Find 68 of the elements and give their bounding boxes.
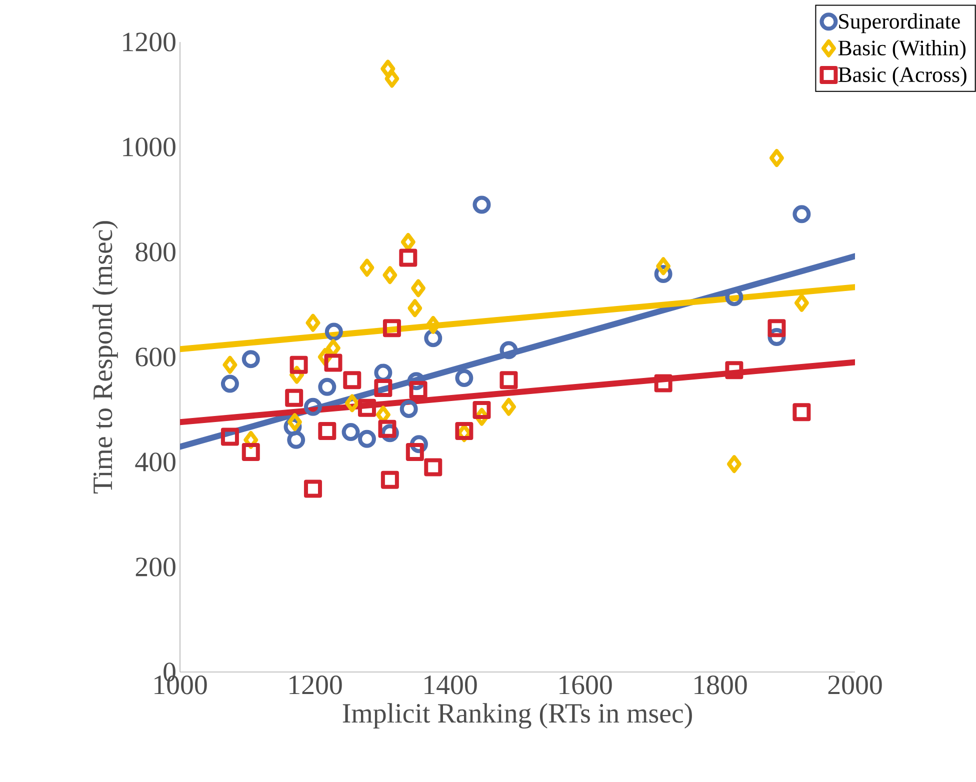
- point: [768, 319, 786, 338]
- point: [358, 430, 376, 448]
- point: [380, 60, 396, 78]
- point: [654, 374, 672, 392]
- point: [304, 480, 322, 498]
- point: [726, 455, 742, 474]
- point: [318, 378, 336, 396]
- point: [318, 422, 336, 440]
- point: [501, 398, 516, 416]
- point: [500, 371, 518, 390]
- point: [769, 149, 784, 168]
- y-tick-label: 800: [136, 242, 176, 262]
- point: [411, 279, 426, 298]
- x-tick-label: 1600: [560, 676, 612, 694]
- y-tick-label: 200: [136, 558, 176, 576]
- point: [324, 322, 343, 341]
- point: [220, 374, 239, 393]
- x-tick-label: 2000: [828, 676, 882, 694]
- y-axis-title: Time to Respond (msec): [92, 221, 118, 494]
- point: [400, 400, 418, 418]
- point: [290, 356, 308, 374]
- point: [382, 319, 401, 338]
- point: [220, 428, 239, 446]
- x-tick-label: 1200: [290, 676, 342, 694]
- point: [358, 398, 376, 417]
- point: [792, 205, 811, 224]
- point: [287, 430, 306, 449]
- point: [472, 401, 491, 420]
- legend-label: Basic (Across): [838, 66, 966, 87]
- y-tick-label: 1000: [123, 138, 176, 156]
- point: [406, 443, 424, 462]
- point: [794, 294, 809, 312]
- point: [384, 70, 400, 88]
- point: [500, 341, 518, 360]
- legend-label: Superordinate: [839, 13, 960, 34]
- x-tick-label: 1800: [694, 676, 747, 694]
- legend-label: Basic (Within): [838, 40, 966, 60]
- point: [242, 443, 260, 462]
- point: [288, 413, 302, 432]
- point: [472, 196, 491, 214]
- point: [306, 314, 320, 332]
- point: [222, 356, 238, 374]
- point: [285, 388, 304, 407]
- point: [792, 403, 811, 422]
- x-tick-label: 1400: [424, 676, 477, 694]
- y-tick-label: 1200: [123, 32, 176, 52]
- point: [304, 398, 322, 416]
- point: [382, 266, 398, 284]
- point: [426, 316, 440, 334]
- point: [380, 470, 399, 489]
- point: [344, 394, 360, 412]
- point: [725, 361, 744, 380]
- x-axis-title: Implicit Ranking (RTs in msec): [342, 703, 692, 729]
- point: [343, 371, 362, 390]
- point: [399, 248, 418, 267]
- point: [455, 368, 474, 387]
- point: [360, 258, 374, 277]
- point: [409, 381, 428, 400]
- point: [408, 299, 422, 318]
- point: [656, 257, 671, 276]
- point: [374, 378, 392, 397]
- point: [324, 354, 342, 372]
- point: [424, 458, 442, 476]
- point: [342, 423, 360, 442]
- y-tick-label: 600: [136, 348, 176, 366]
- point: [242, 350, 260, 368]
- point: [378, 420, 396, 438]
- y-tick-label: 400: [135, 452, 176, 472]
